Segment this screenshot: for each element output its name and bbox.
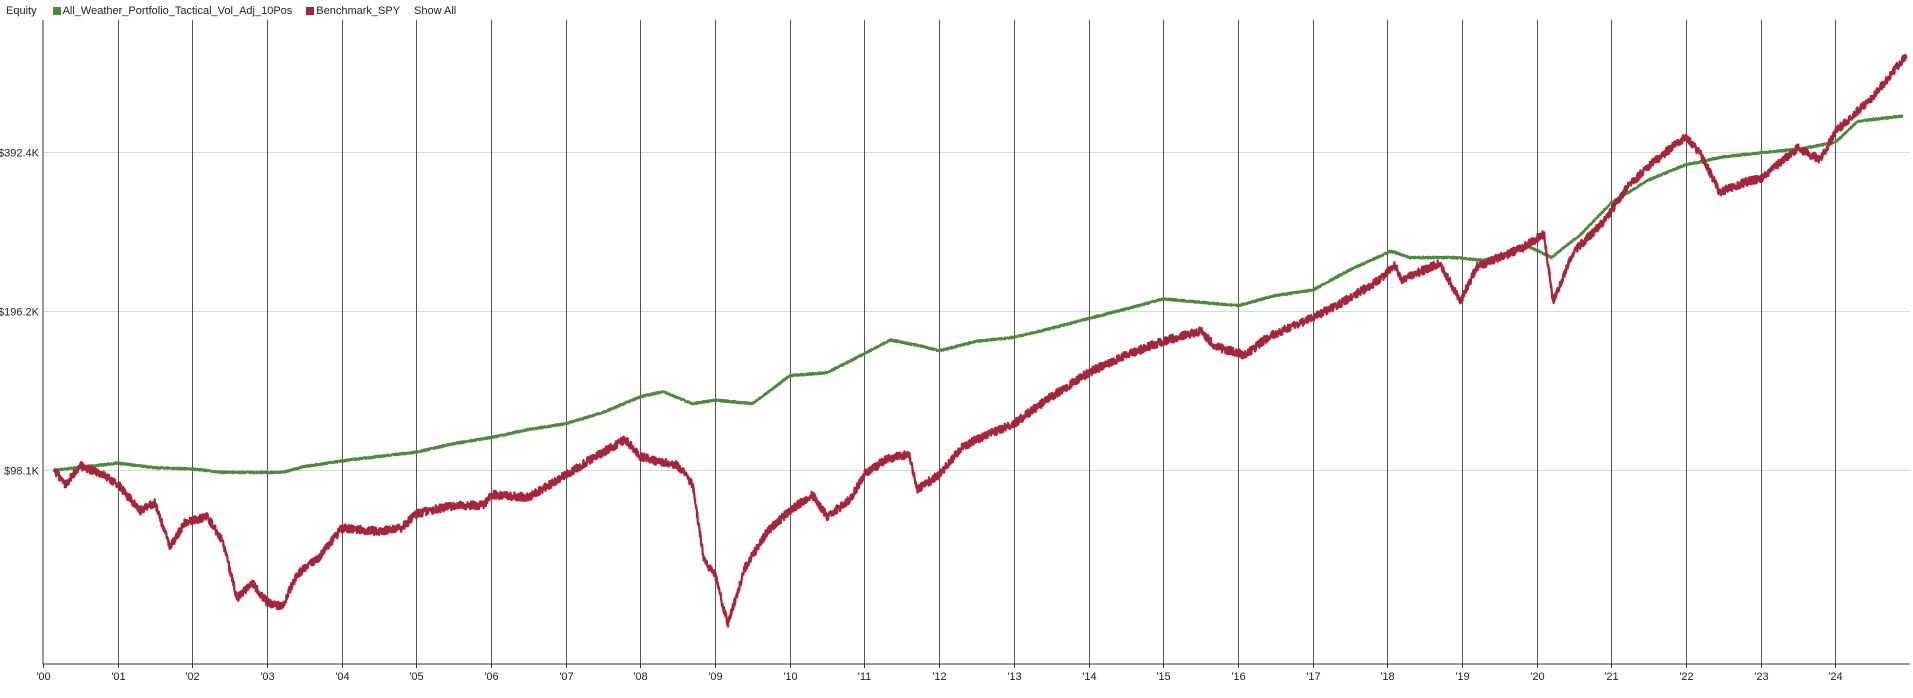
- x-tick-label: '20: [1530, 671, 1544, 683]
- x-tick-label: '21: [1604, 671, 1618, 683]
- series-layer: [53, 53, 1908, 628]
- legend-item-benchmark-spy[interactable]: Benchmark_SPY: [306, 5, 400, 17]
- x-tick-label: '14: [1082, 671, 1096, 683]
- legend-label-benchmark-spy: Benchmark_SPY: [316, 5, 401, 17]
- vertical-gridlines: [43, 20, 1836, 668]
- y-axis-tick-labels: $98.1K $196.2K $392.4K: [0, 148, 40, 478]
- show-all-button[interactable]: Show All: [414, 5, 457, 17]
- x-tick-label: '01: [111, 671, 125, 683]
- y-tick-label: $98.1K: [4, 466, 40, 478]
- legend-swatch-benchmark-spy: [306, 7, 315, 15]
- x-tick-label: '02: [185, 671, 199, 683]
- x-tick-label: '10: [783, 671, 797, 683]
- x-tick-label: '23: [1754, 671, 1768, 683]
- x-tick-label: '11: [858, 671, 872, 683]
- y-tick-label: $392.4K: [0, 148, 40, 160]
- x-tick-label: '07: [559, 671, 573, 683]
- x-tick-label: '22: [1679, 671, 1693, 683]
- x-tick-label: '06: [484, 671, 498, 683]
- chart-legend: Equity All_Weather_Portfolio_Tactical_Vo…: [6, 3, 456, 19]
- x-tick-label: '13: [1007, 671, 1021, 683]
- x-tick-label: '05: [409, 671, 423, 683]
- x-tick-label: '17: [1306, 671, 1320, 683]
- x-tick-label: '04: [335, 671, 349, 683]
- legend-item-all-weather[interactable]: All_Weather_Portfolio_Tactical_Vol_Adj_1…: [52, 5, 293, 17]
- series-line-all-weather: [53, 114, 1904, 475]
- x-tick-label: '00: [36, 671, 50, 683]
- x-tick-label: '08: [633, 671, 647, 683]
- x-tick-label: '15: [1156, 671, 1170, 683]
- x-tick-label: '16: [1231, 671, 1245, 683]
- x-tick-label: '18: [1380, 671, 1394, 683]
- x-tick-label: '19: [1455, 671, 1469, 683]
- legend-label-all-weather: All_Weather_Portfolio_Tactical_Vol_Adj_1…: [62, 5, 293, 17]
- x-tick-label: '03: [260, 671, 274, 683]
- y-tick-label: $196.2K: [0, 307, 40, 319]
- legend-swatch-all-weather: [52, 7, 61, 15]
- x-tick-label: '09: [708, 671, 722, 683]
- series-line-benchmark-spy: [53, 53, 1908, 628]
- horizontal-gridlines: [43, 152, 1910, 471]
- x-tick-label: '24: [1828, 671, 1842, 683]
- legend-title: Equity: [6, 5, 37, 17]
- x-tick-label: '12: [932, 671, 946, 683]
- x-axis-tick-labels: '00 '01 '02 '03 '04 '05 '06 '07 '08 '09 '10 '11 '12 '…: [36, 671, 1842, 683]
